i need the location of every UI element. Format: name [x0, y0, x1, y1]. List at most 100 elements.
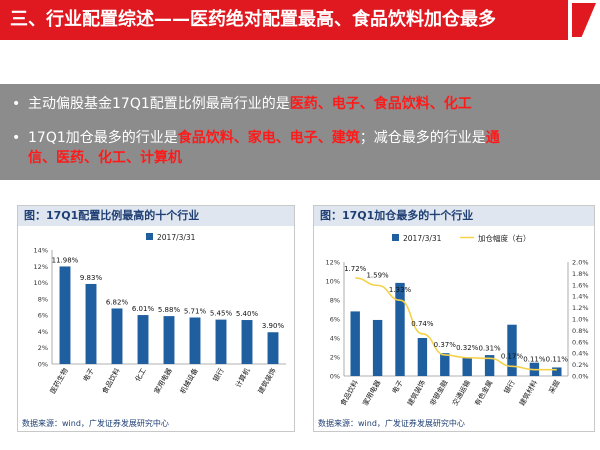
bar [267, 332, 279, 364]
bar [215, 319, 227, 364]
chart-panel-right: 图：17Q1加仓最多的十个行业 2017/3/31 加仓幅度（右） 0% 2% 4% 6%… [313, 205, 595, 432]
data-label: 5.88% [158, 306, 181, 314]
bullet-dot: • [12, 96, 21, 112]
data-label: 5.45% [210, 310, 233, 318]
source-right: 数据来源：wind，广发证券发展研究中心 [318, 419, 465, 428]
line-data-label: 0.32% [456, 344, 479, 352]
x-tick-label: 机械设备 [178, 367, 200, 396]
bullet-2-highlight-add: 食品饮料、家电、电子、建筑 [177, 130, 360, 146]
x-tick-label: 化工 [133, 367, 148, 384]
x-tick-label: 银行 [211, 367, 226, 384]
chart-right-title: 图：17Q1加仓最多的十个行业 [314, 206, 594, 226]
data-label: 5.71% [184, 308, 207, 316]
bar [552, 367, 562, 376]
bullet-1: • 主动偏股基金17Q1配置比例最高行业的是医药、电子、食品饮料、化工 [12, 94, 590, 114]
y-tick-label-right: 0.2% [572, 361, 589, 369]
x-tick-label: 建筑装饰 [405, 379, 427, 408]
y-tick-label: 6% [38, 312, 48, 320]
y-tick-label: 10% [34, 279, 48, 287]
chart-left-title: 图：17Q1配置比例最高的十个行业 [18, 206, 294, 226]
x-tick-label: 交通运输 [450, 379, 472, 408]
x-tick-label: 家用电器 [152, 367, 174, 396]
x-tick-label: 建筑材料 [517, 379, 539, 408]
bar [395, 282, 405, 376]
bar [111, 308, 123, 364]
y-tick-label: 4% [38, 328, 48, 336]
y-tick-label-right: 0.6% [572, 338, 589, 346]
y-tick-label-left: 2% [330, 354, 340, 362]
y-tick-label-right: 1.4% [572, 293, 589, 301]
x-tick-label: 食品饮料 [100, 367, 122, 396]
x-tick-label: 计算机 [233, 367, 251, 390]
bullet-2-mid: ；减仓最多的行业是 [359, 130, 486, 146]
y-tick-label-right: 2.0% [572, 259, 589, 267]
x-tick-label: 家用电器 [361, 379, 383, 408]
legend-swatch [146, 233, 153, 240]
bullet-dot: • [12, 130, 21, 146]
y-tick-label-right: 0.8% [572, 327, 589, 335]
bullet-1-highlight: 医药、电子、食品饮料、化工 [289, 96, 472, 112]
x-tick-label: 银行 [502, 379, 517, 396]
bar [484, 355, 495, 376]
x-tick-label: 医药生物 [48, 367, 70, 396]
line-data-label: 1.59% [366, 271, 389, 279]
y-tick-label: 14% [34, 247, 48, 255]
bar [85, 283, 97, 364]
slide-title: 三、行业配置综述——医药绝对配置最高、食品饮料加仓最多 [0, 0, 568, 40]
line-data-label: 0.11% [523, 356, 546, 364]
y-tick-label-right: 1.8% [572, 270, 589, 278]
bar [350, 311, 360, 376]
title-corner-decoration [568, 0, 600, 40]
line-data-label: 1.33% [389, 286, 412, 294]
bullet-2: • 17Q1加仓最多的行业是食品饮料、家电、电子、建筑；减仓最多的行业是通 信、医… [12, 128, 590, 168]
bullet-panel: • 主动偏股基金17Q1配置比例最高行业的是医药、电子、食品饮料、化工 • 17Q1… [0, 84, 600, 180]
y-tick-label: 2% [38, 344, 48, 352]
y-tick-label: 8% [38, 295, 48, 303]
y-tick-label: 12% [34, 263, 48, 271]
x-tick-label: 非银金融 [428, 379, 450, 408]
x-tick-label: 电子 [81, 367, 96, 384]
bullet-2-text: 17Q1加仓最多的行业是 [28, 130, 178, 146]
y-tick-label-right: 1.6% [572, 281, 589, 289]
line-data-label: 0.31% [478, 344, 501, 352]
line-data-label: 0.11% [546, 356, 569, 364]
bullet-2-highlight-reduce-cont: 信、医药、化工、计算机 [28, 150, 182, 166]
bullet-1-text: 主动偏股基金17Q1配置比例最高行业的是 [28, 96, 290, 112]
x-tick-label: 有色金属 [473, 379, 495, 408]
chart-right: 2017/3/31 加仓幅度（右） 0% 2% 4% 6% 8% 10% 12% 0.0% 0.2%… [326, 233, 589, 408]
y-tick-label-right: 0.4% [572, 350, 589, 358]
y-tick-label-left: 10% [326, 278, 340, 286]
bar [372, 319, 383, 376]
x-tick-label: 食品饮料 [338, 379, 360, 408]
bar [462, 357, 472, 376]
y-tick-label: 0% [38, 361, 48, 369]
y-tick-label-right: 1.2% [572, 304, 589, 312]
data-label: 6.01% [132, 305, 155, 313]
y-tick-label-left: 12% [326, 259, 340, 267]
y-tick-label-left: 4% [330, 335, 340, 343]
bar [163, 316, 175, 364]
legend-label: 加仓幅度（右） [478, 233, 531, 243]
legend-label: 2017/3/31 [157, 233, 196, 242]
bar [137, 315, 149, 364]
line-data-label: 0.74% [411, 320, 434, 328]
data-label: 11.98% [52, 256, 79, 264]
x-tick-label: 建筑装饰 [256, 367, 278, 396]
data-label: 9.83% [80, 274, 103, 282]
source-left: 数据来源：wind，广发证券发展研究中心 [22, 419, 169, 428]
bar [440, 353, 450, 376]
legend-label: 2017/3/31 [403, 234, 442, 243]
line-data-label: 0.17% [501, 352, 524, 360]
chart-panel-left: 图：17Q1配置比例最高的十个行业 2017/3/31 0% 2% 4% 6% 8% 10%… [17, 205, 295, 432]
legend-swatch [392, 234, 399, 241]
y-tick-label-left: 8% [330, 297, 340, 305]
x-tick-label: 电子 [390, 379, 405, 396]
bar [241, 320, 253, 364]
series-line [355, 277, 557, 371]
bar [417, 338, 428, 376]
bullet-2-highlight-reduce: 通 [485, 130, 500, 146]
line-data-label: 1.72% [344, 265, 367, 273]
data-label: 3.90% [262, 322, 285, 330]
y-tick-label-right: 1.0% [572, 316, 589, 324]
y-tick-label-right: 0.0% [572, 373, 589, 381]
